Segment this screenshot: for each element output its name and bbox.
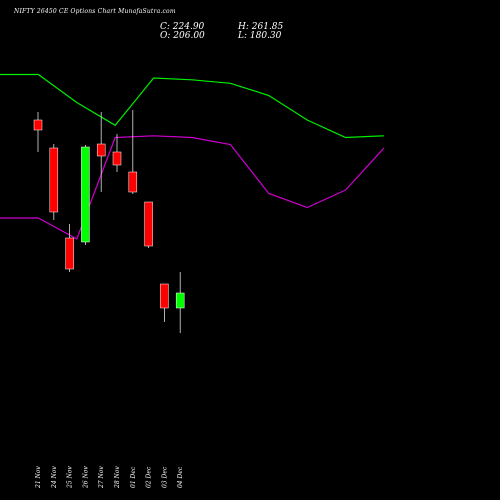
- low-label: L:: [238, 31, 248, 41]
- chart-title: NIFTY 26450 CE Options Chart MunafaSutra…: [14, 8, 176, 15]
- candle: [175, 272, 185, 333]
- open-value: 206.00: [173, 31, 205, 41]
- candle: [112, 134, 122, 172]
- x-axis-labels: 21 Nov 24 Nov 25 Nov 26 Nov 27 Nov 28 Nov 01 D…: [35, 466, 184, 489]
- candle: [81, 145, 90, 245]
- close-label: C:: [160, 22, 170, 32]
- high-readout: H: 261.85: [238, 22, 283, 32]
- low-value: 180.30: [249, 31, 282, 41]
- low-readout: L: 180.30: [238, 31, 281, 41]
- candle: [144, 201, 153, 248]
- close-readout: C: 224.90: [160, 22, 204, 32]
- candle: [49, 144, 59, 220]
- candle: [96, 112, 106, 192]
- close-value: 224.90: [172, 22, 205, 32]
- x-tick-label: 24 Nov: [51, 466, 58, 489]
- candle-body: [96, 143, 106, 157]
- band-lines: [0, 73, 385, 240]
- x-tick-label: 02 Dec: [146, 466, 153, 488]
- open-readout: O: 206.00: [160, 31, 205, 41]
- candle: [128, 110, 138, 194]
- x-tick-label: 04 Dec: [177, 466, 184, 488]
- x-tick-label: 03 Dec: [161, 466, 168, 488]
- candle-body: [175, 292, 185, 309]
- candle: [160, 283, 169, 322]
- x-tick-label: 27 Nov: [98, 466, 105, 489]
- candle: [33, 112, 43, 152]
- candle-body: [81, 146, 90, 243]
- x-tick-label: 28 Nov: [114, 466, 121, 489]
- candle-body: [65, 237, 74, 270]
- x-tick-label: 26 Nov: [82, 466, 89, 489]
- candle-body: [49, 147, 59, 213]
- candle-body: [128, 171, 138, 193]
- candlesticks: [33, 110, 185, 333]
- candle-body: [33, 119, 43, 131]
- candle-body: [112, 151, 122, 166]
- lower-band-line: [0, 135, 385, 240]
- high-label: H:: [238, 22, 249, 32]
- x-tick-label: 25 Nov: [67, 466, 74, 489]
- candle-body: [160, 283, 169, 309]
- open-label: O:: [160, 31, 171, 41]
- x-tick-label: 21 Nov: [35, 466, 42, 489]
- upper-band-line: [0, 73, 385, 139]
- x-tick-label: 01 Dec: [130, 466, 137, 488]
- high-value: 261.85: [251, 22, 284, 32]
- candle: [65, 224, 74, 272]
- candle-body: [144, 201, 153, 247]
